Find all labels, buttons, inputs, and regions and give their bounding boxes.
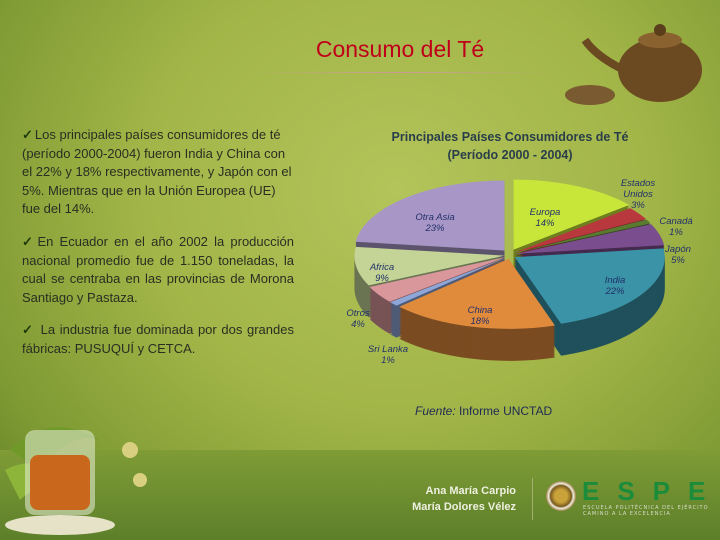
pie-slice-estados-unidos [514,208,647,253]
data-label-sri-lanka: Sri Lanka 1% [368,344,408,366]
slide-title: Consumo del Té [315,36,485,62]
pie-slice-canadá [514,219,651,254]
bullet-item: ✓ En Ecuador en el año 2002 la producción… [22,233,294,307]
pie-slice-india [514,248,665,324]
authors: Ana María Carpio María Dolores Vélez [400,483,516,515]
bullet-item: ✓ La industria fue dominada por dos gran… [22,321,294,358]
university-seal-logo [546,481,576,511]
checkmark-icon: ✓ [22,127,33,142]
data-label-china: China 18% [468,305,493,327]
source-text: Informe UNCTAD [459,404,553,418]
chart-title: Principales Países Consumidores de Té (Pe… [380,128,640,164]
author-name: Ana María Carpio [425,485,516,497]
logo-subtitle: ESCUELA POLITÉCNICA DEL EJÉRCITO [583,505,709,511]
data-label-europa: Europa 14% [530,207,561,229]
data-label-canadá: Canadá 1% [659,216,692,238]
source-note: Fuente: Informe UNCTAD [415,404,552,418]
source-prefix: Fuente: [415,404,456,418]
data-label-otra-asia: Otra Asia 23% [415,212,454,234]
pie-slice-sri-lanka [390,257,506,306]
pie-slice-otra-asia [355,180,505,251]
pie-chart: Europa 14% Estados Unidos 3%Canadá 1% Japón 5% I… [346,178,692,366]
data-label-africa: Africa 9% [369,262,394,284]
data-label-estados-unidos: Estados Unidos 3% [621,178,656,211]
espe-logo-text: ESPE [582,476,720,506]
footer-band [0,450,720,540]
tea-cup-image [5,427,147,535]
pie-slice-africa [354,246,505,286]
data-label-otros: Otros 4% [346,308,369,330]
checkmark-icon: ✓ [22,322,34,338]
title-underline [250,72,550,73]
bullet-item: ✓ Los principales países consumidores de … [22,126,294,219]
pie-slice-otros [369,257,506,302]
pie-slice-europa [513,179,630,250]
footer-divider [532,478,533,520]
bullet-text: Los principales países consumidores de t… [22,127,292,217]
data-label-japón: Japón 5% [664,244,691,266]
chart-title-text: Principales Países Consumidores de Té [391,130,629,144]
author-name: María Dolores Vélez [412,501,516,513]
bullet-text: La industria fue dominada por dos grande… [22,322,294,356]
bullet-text: En Ecuador en el año 2002 la producción … [22,233,294,305]
pie-slice-china [399,258,555,329]
checkmark-icon: ✓ [22,233,36,249]
chart-subtitle: (Período 2000 - 2004) [447,148,573,162]
espe-logo-subtitle: ESCUELA POLITÉCNICA DEL EJÉRCITO CAMINO A… [583,505,709,517]
bullet-list: ✓ Los principales países consumidores de … [22,126,294,373]
data-label-india: India 22% [604,275,625,297]
pie-slice-japón [515,224,665,254]
logo-tagline: CAMINO A LA EXCELENCIA [583,511,671,517]
teapot-image [565,24,702,105]
